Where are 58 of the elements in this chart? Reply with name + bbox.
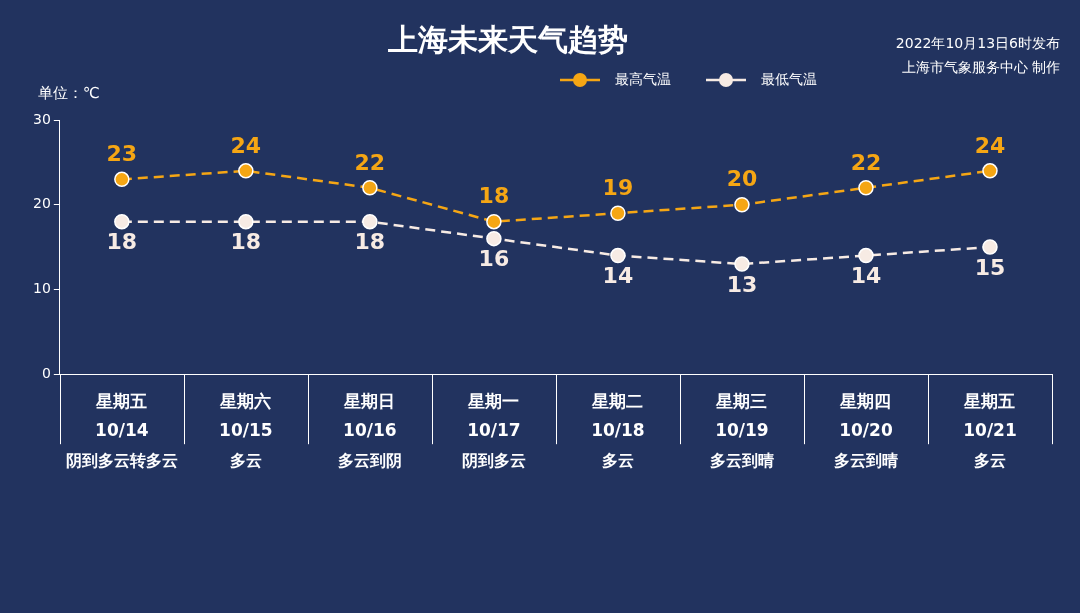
text: 多云到晴	[709, 451, 774, 471]
data-label: 24	[974, 132, 1006, 158]
y-tick-label: 0	[41, 364, 51, 381]
legend-label: 最高气温	[615, 70, 671, 87]
data-label: 18	[478, 183, 510, 209]
text: 多云	[601, 451, 634, 471]
data-label: 24	[230, 132, 262, 158]
x-tick-label: 星期日 10/16	[343, 391, 397, 440]
data-label: 14	[850, 263, 882, 289]
point	[858, 180, 874, 196]
y-tick-label: 10	[32, 280, 51, 297]
x-tick-label: 星期五 10/14	[95, 391, 149, 440]
point	[486, 230, 502, 247]
point	[486, 213, 502, 230]
point	[982, 163, 998, 179]
data-label: 23	[106, 141, 138, 167]
text: 上海市气象服务中心 制作	[901, 58, 1060, 75]
x-tick-label: 星期六 10/15	[219, 391, 273, 440]
data-label: 22	[354, 149, 386, 175]
text: 多云到阴	[337, 451, 402, 471]
x-tick-label: 星期二 10/18	[591, 391, 645, 440]
x-tick-label: 星期五 10/21	[963, 391, 1017, 440]
text: 2022年10月13日6时发布	[895, 34, 1060, 51]
x-tick-label: 星期三 10/19	[715, 391, 769, 440]
text: 多云	[229, 451, 262, 471]
data-label: 20	[726, 166, 758, 192]
data-label: 14	[602, 263, 634, 289]
chart-title: 上海未来天气趋势	[387, 21, 628, 57]
point	[362, 213, 378, 230]
point	[114, 213, 130, 230]
data-label: 15	[974, 254, 1006, 280]
data-label: 18	[106, 229, 138, 255]
data-label: 22	[850, 149, 882, 175]
x-tick-label: 星期四 10/20	[839, 391, 893, 440]
point	[114, 171, 130, 188]
data-label: 16	[478, 246, 510, 272]
data-label: 13	[726, 271, 758, 297]
y-tick-label: 20	[32, 195, 51, 212]
point	[734, 256, 750, 272]
data-label: 18	[230, 229, 262, 255]
text: 阴到多云转多云	[65, 451, 178, 471]
point	[734, 196, 750, 213]
point	[858, 247, 874, 264]
text: 多云	[973, 451, 1006, 471]
x-tick-label: 星期一 10/17	[467, 391, 521, 440]
data-label: 18	[354, 229, 386, 255]
point	[238, 163, 254, 179]
data-label: 19	[602, 174, 634, 200]
text: 阴到多云	[461, 451, 526, 471]
point	[238, 213, 254, 230]
legend-label: 最低气温	[761, 70, 817, 87]
point	[610, 205, 626, 221]
point	[362, 180, 378, 196]
y-tick-label: 30	[32, 110, 51, 127]
point	[982, 239, 998, 255]
y-axis-title: 单位：℃	[38, 83, 100, 102]
point	[610, 247, 626, 264]
text: 多云到晴	[833, 451, 898, 471]
